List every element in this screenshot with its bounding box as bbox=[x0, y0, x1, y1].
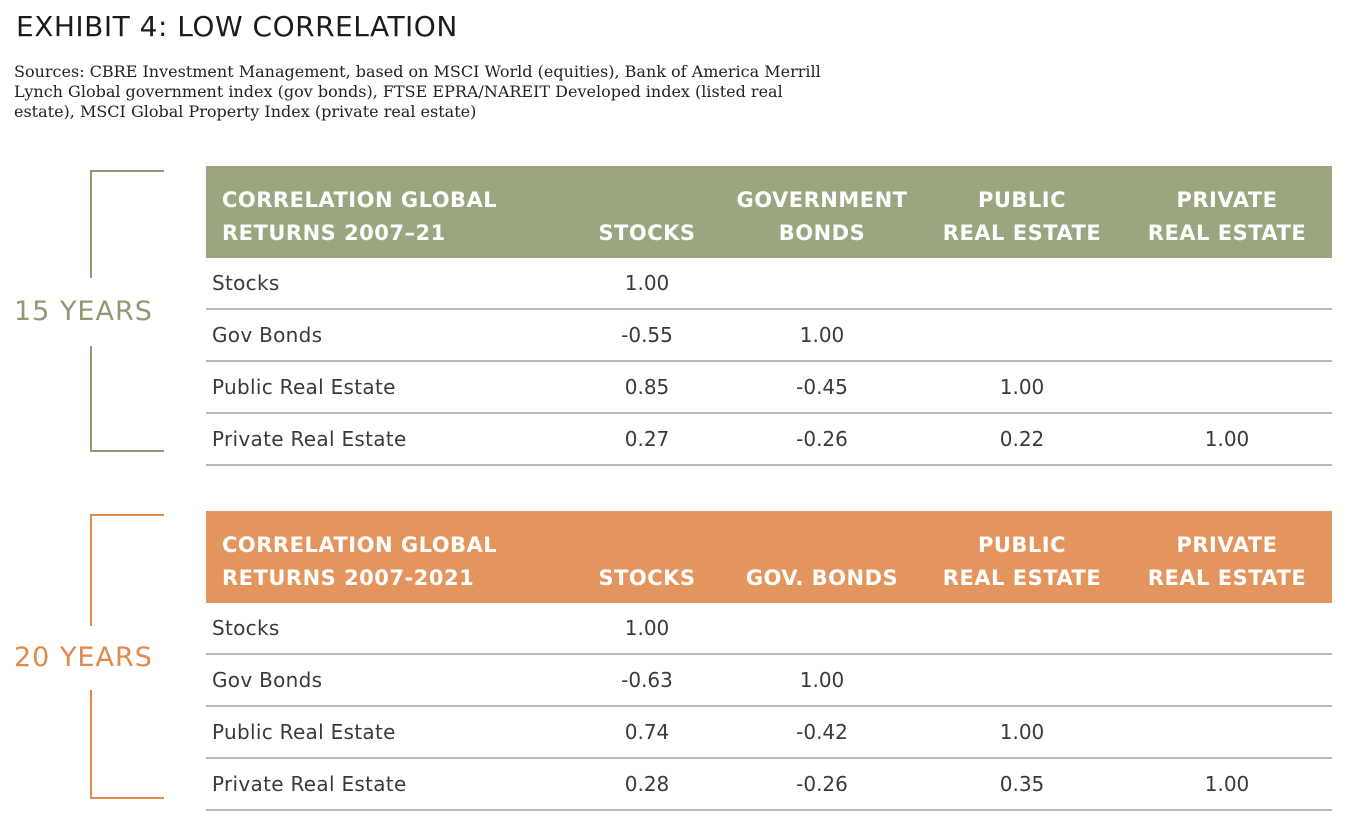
table-row: Gov Bonds -0.55 1.00 bbox=[206, 309, 1332, 362]
header-correlation: CORRELATION GLOBAL RETURNS 2007–21 bbox=[206, 166, 572, 258]
table-header-row: CORRELATION GLOBAL RETURNS 2007–21 STOCKS… bbox=[206, 166, 1332, 258]
cell-stocks: -0.63 bbox=[572, 654, 722, 707]
cell-gov-bonds: -0.42 bbox=[722, 706, 922, 759]
cell-private-real-estate: 1.00 bbox=[1122, 758, 1332, 811]
cell-stocks: 0.28 bbox=[572, 758, 722, 811]
header-gov-bonds: GOV. BONDS bbox=[722, 511, 922, 603]
cell-private-real-estate bbox=[1122, 361, 1332, 414]
cell-public-real-estate bbox=[922, 603, 1122, 655]
cell-private-real-estate bbox=[1122, 309, 1332, 362]
cell-private-real-estate bbox=[1122, 706, 1332, 759]
cell-gov-bonds: -0.26 bbox=[722, 758, 922, 811]
cell-public-real-estate bbox=[922, 258, 1122, 310]
row-label: Private Real Estate bbox=[206, 758, 572, 811]
period-label-15-years: 15 YEARS bbox=[14, 296, 153, 327]
cell-public-real-estate: 1.00 bbox=[922, 361, 1122, 414]
cell-private-real-estate bbox=[1122, 654, 1332, 707]
bracket-upper-line bbox=[90, 170, 92, 278]
cell-private-real-estate bbox=[1122, 258, 1332, 310]
table-row: Public Real Estate 0.74 -0.42 1.00 bbox=[206, 706, 1332, 759]
cell-gov-bonds: 1.00 bbox=[722, 654, 922, 707]
row-label: Gov Bonds bbox=[206, 654, 572, 707]
cell-stocks: 0.27 bbox=[572, 413, 722, 466]
cell-gov-bonds: 1.00 bbox=[722, 309, 922, 362]
cell-gov-bonds: -0.26 bbox=[722, 413, 922, 466]
cell-stocks: 1.00 bbox=[572, 258, 722, 310]
cell-public-real-estate bbox=[922, 309, 1122, 362]
cell-public-real-estate bbox=[922, 654, 1122, 707]
bracket-lower-line bbox=[90, 690, 92, 799]
cell-gov-bonds: -0.45 bbox=[722, 361, 922, 414]
bracket-20-years: 20 YEARS bbox=[14, 514, 164, 799]
header-public-real-estate: PUBLIC REAL ESTATE bbox=[922, 511, 1122, 603]
table-row: Gov Bonds -0.63 1.00 bbox=[206, 654, 1332, 707]
cell-gov-bonds bbox=[722, 258, 922, 310]
bracket-lower-line bbox=[90, 346, 92, 452]
page-title: EXHIBIT 4: LOW CORRELATION bbox=[16, 10, 458, 43]
correlation-table-20-years: CORRELATION GLOBAL RETURNS 2007-2021 STOC… bbox=[206, 511, 1332, 811]
table-header-row: CORRELATION GLOBAL RETURNS 2007-2021 STOC… bbox=[206, 511, 1332, 603]
header-correlation: CORRELATION GLOBAL RETURNS 2007-2021 bbox=[206, 511, 572, 603]
cell-public-real-estate: 0.22 bbox=[922, 413, 1122, 466]
header-government-bonds: GOVERNMENT BONDS bbox=[722, 166, 922, 258]
cell-private-real-estate bbox=[1122, 603, 1332, 655]
bracket-top-line bbox=[90, 514, 164, 516]
bracket-upper-line bbox=[90, 514, 92, 626]
bracket-bottom-line bbox=[90, 450, 164, 452]
row-label: Public Real Estate bbox=[206, 361, 572, 414]
row-label: Stocks bbox=[206, 603, 572, 655]
cell-stocks: -0.55 bbox=[572, 309, 722, 362]
sources-note: Sources: CBRE Investment Management, bas… bbox=[14, 62, 821, 121]
header-stocks: STOCKS bbox=[572, 511, 722, 603]
bracket-bottom-line bbox=[90, 797, 164, 799]
table-row: Private Real Estate 0.27 -0.26 0.22 1.00 bbox=[206, 413, 1332, 466]
cell-private-real-estate: 1.00 bbox=[1122, 413, 1332, 466]
header-stocks: STOCKS bbox=[572, 166, 722, 258]
cell-public-real-estate: 1.00 bbox=[922, 706, 1122, 759]
table-row: Public Real Estate 0.85 -0.45 1.00 bbox=[206, 361, 1332, 414]
table-row: Stocks 1.00 bbox=[206, 258, 1332, 310]
correlation-table-15-years: CORRELATION GLOBAL RETURNS 2007–21 STOCKS… bbox=[206, 166, 1332, 466]
table-row: Private Real Estate 0.28 -0.26 0.35 1.00 bbox=[206, 758, 1332, 811]
bracket-top-line bbox=[90, 170, 164, 172]
row-label: Gov Bonds bbox=[206, 309, 572, 362]
bracket-15-years: 15 YEARS bbox=[14, 170, 164, 452]
header-private-real-estate: PRIVATE REAL ESTATE bbox=[1122, 166, 1332, 258]
cell-stocks: 0.74 bbox=[572, 706, 722, 759]
header-private-real-estate: PRIVATE REAL ESTATE bbox=[1122, 511, 1332, 603]
period-label-20-years: 20 YEARS bbox=[14, 642, 153, 673]
cell-stocks: 1.00 bbox=[572, 603, 722, 655]
row-label: Public Real Estate bbox=[206, 706, 572, 759]
table-row: Stocks 1.00 bbox=[206, 603, 1332, 655]
cell-stocks: 0.85 bbox=[572, 361, 722, 414]
row-label: Stocks bbox=[206, 258, 572, 310]
row-label: Private Real Estate bbox=[206, 413, 572, 466]
header-public-real-estate: PUBLIC REAL ESTATE bbox=[922, 166, 1122, 258]
cell-gov-bonds bbox=[722, 603, 922, 655]
cell-public-real-estate: 0.35 bbox=[922, 758, 1122, 811]
